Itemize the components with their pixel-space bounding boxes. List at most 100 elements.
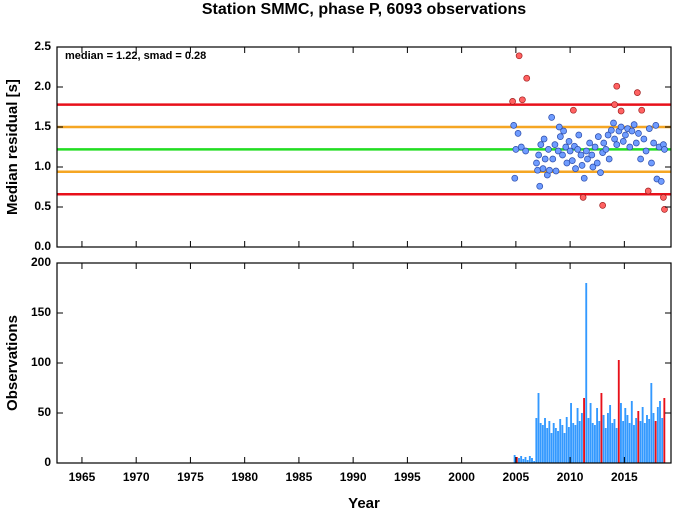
bar [663, 398, 666, 463]
y-axis-label: Median residual [s] [4, 79, 21, 215]
y-tick-label: 1.0 [34, 159, 51, 173]
bar [580, 413, 583, 463]
point [546, 166, 553, 174]
y-tick-label: 100 [31, 355, 51, 369]
bar [617, 360, 620, 463]
point [575, 131, 583, 139]
point [539, 165, 547, 172]
bar [528, 456, 531, 463]
bar [596, 408, 599, 463]
point [645, 125, 653, 132]
x-tick-label: 2015 [611, 470, 638, 484]
point [534, 166, 541, 174]
bar [604, 428, 607, 463]
bar [526, 460, 529, 463]
bar [624, 408, 627, 463]
point [602, 146, 610, 153]
bar [613, 419, 616, 463]
bar [559, 419, 562, 463]
y-tick-label: 0.0 [34, 239, 51, 253]
point [570, 106, 577, 114]
point [610, 119, 617, 127]
y-tick-label: 1.5 [34, 119, 51, 133]
bar [576, 408, 579, 463]
point [549, 155, 557, 163]
point [559, 151, 566, 159]
bar [546, 428, 549, 463]
x-axis-label: Year [348, 495, 380, 511]
point [552, 167, 560, 175]
point [556, 133, 564, 140]
bar [626, 415, 629, 463]
bar [561, 425, 564, 463]
point [588, 151, 596, 159]
x-tick-label: 2010 [557, 470, 584, 484]
bar [574, 425, 577, 463]
point [511, 174, 519, 182]
bar [591, 423, 594, 463]
y-tick-label: 50 [38, 405, 52, 419]
bar [535, 418, 538, 463]
point [578, 162, 586, 169]
point [566, 147, 574, 155]
y-tick-label: 2.5 [34, 39, 51, 53]
point [613, 82, 621, 90]
bar [635, 418, 638, 463]
bar [524, 457, 527, 463]
point [657, 178, 665, 185]
x-tick-label: 1995 [394, 470, 421, 484]
y-tick-label: 200 [31, 255, 51, 269]
bar [513, 455, 516, 463]
bar [544, 418, 546, 463]
point [617, 107, 625, 115]
bar [554, 428, 557, 463]
point [579, 194, 587, 201]
point [597, 169, 604, 176]
point [514, 130, 522, 137]
point [622, 131, 629, 139]
point [642, 147, 650, 155]
point [589, 163, 597, 171]
bar [557, 431, 559, 463]
bar [567, 427, 570, 463]
bar [585, 283, 588, 463]
y-tick-label: 0.5 [34, 199, 51, 213]
point [541, 155, 549, 163]
bar [539, 423, 542, 463]
bar [646, 415, 648, 463]
x-tick-label: 1970 [123, 470, 150, 484]
point [607, 126, 615, 134]
point [545, 146, 552, 153]
bar [650, 383, 653, 463]
point [535, 151, 543, 159]
bar [656, 407, 659, 463]
bar [565, 417, 568, 463]
point [583, 147, 590, 155]
point [586, 139, 593, 147]
point [594, 133, 602, 140]
bar [622, 421, 625, 463]
x-tick-label: 1985 [286, 470, 313, 484]
chart-title: Station SMMC, phase P, 6093 observations [202, 1, 526, 18]
point [517, 143, 525, 151]
bar [518, 458, 520, 463]
point [605, 155, 613, 163]
point [536, 182, 544, 190]
bar [578, 421, 581, 463]
point [533, 159, 540, 167]
bar [548, 421, 551, 463]
point [555, 123, 563, 131]
bar [515, 457, 518, 463]
bar [522, 459, 525, 463]
point [640, 135, 648, 143]
point [560, 127, 567, 135]
bar [520, 456, 523, 463]
point [565, 138, 573, 145]
bar [583, 398, 586, 463]
point [563, 159, 571, 167]
point [572, 165, 579, 172]
y-tick-label: 2.0 [34, 79, 51, 93]
point [617, 123, 625, 131]
point [628, 127, 636, 135]
